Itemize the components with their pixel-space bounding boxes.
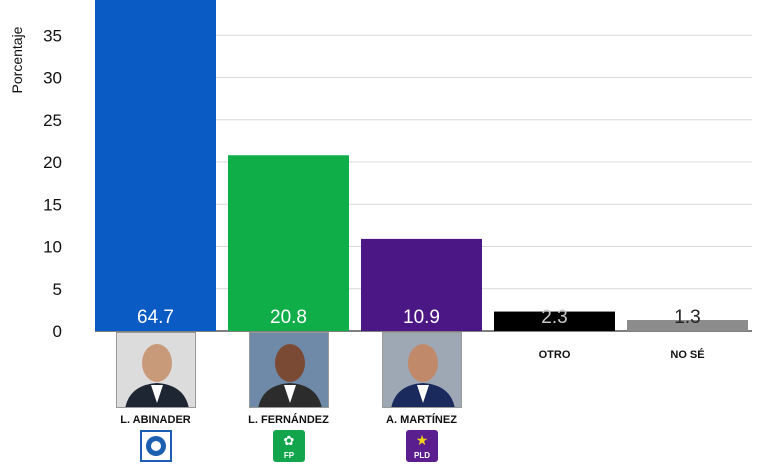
category-label-2: L. FERNÁNDEZ	[248, 414, 329, 426]
prm-logo	[139, 430, 172, 462]
y-tick-label: 10	[43, 238, 62, 257]
value-label-5: 1.3	[674, 307, 700, 328]
y-tick-label: 35	[43, 26, 62, 45]
bar-5	[627, 320, 748, 331]
fp-logo: ✿ FP	[272, 430, 305, 462]
category-label-4: OTRO	[538, 349, 571, 361]
y-axis-label: Porcentaje	[9, 26, 25, 93]
bars	[95, 0, 748, 331]
candidate-photo-1	[115, 332, 196, 408]
svg-text:FP: FP	[283, 451, 294, 460]
bar-1	[95, 0, 216, 331]
svg-text:★: ★	[415, 432, 428, 448]
category-label-3: A. MARTÍNEZ	[386, 414, 457, 426]
y-axis-ticks: 0 5 10 15 20 25 30 35	[43, 26, 62, 341]
value-label-3: 10.9	[403, 307, 440, 328]
value-label-4: 2.3	[541, 307, 567, 328]
value-label-1: 64.7	[137, 307, 174, 328]
y-tick-label: 30	[43, 69, 62, 88]
bar-4	[494, 311, 615, 331]
value-label-2: 20.8	[270, 307, 307, 328]
category-label-5: NO SÉ	[670, 349, 705, 361]
y-tick-label: 25	[43, 111, 62, 130]
bar-3	[361, 238, 482, 331]
svg-text:PLD: PLD	[414, 451, 430, 460]
y-tick-label: 20	[43, 153, 62, 172]
bar-2	[228, 155, 349, 331]
pld-logo: ★ PLD	[405, 430, 438, 462]
svg-text:✿: ✿	[283, 433, 294, 448]
candidate-photo-3	[381, 332, 462, 408]
category-label-1: L. ABINADER	[120, 414, 191, 426]
y-tick-label: 0	[53, 322, 62, 341]
candidate-photo-2	[248, 332, 329, 408]
y-tick-label: 15	[43, 195, 62, 214]
value-labels: 64.7 20.8 10.9 2.3 1.3	[137, 307, 701, 328]
y-tick-label: 5	[53, 280, 62, 299]
